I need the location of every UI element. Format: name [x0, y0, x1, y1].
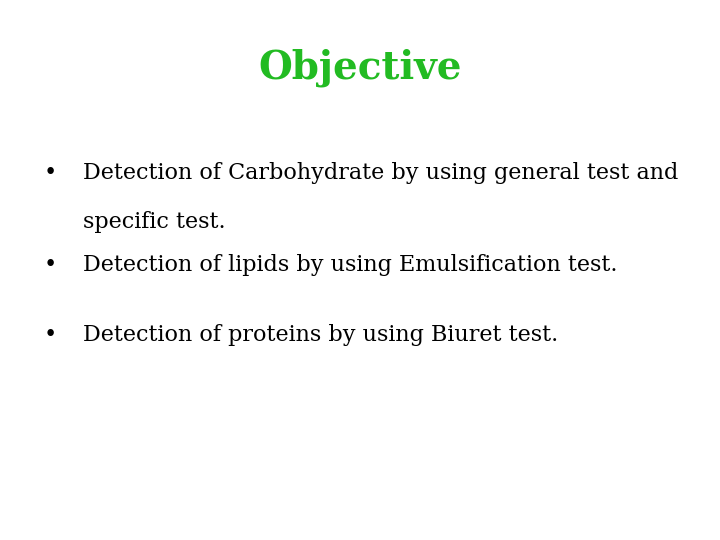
- Text: Detection of proteins by using Biuret test.: Detection of proteins by using Biuret te…: [83, 324, 558, 346]
- Text: Detection of Carbohydrate by using general test and: Detection of Carbohydrate by using gener…: [83, 162, 678, 184]
- Text: Detection of lipids by using Emulsification test.: Detection of lipids by using Emulsificat…: [83, 254, 617, 276]
- Text: •: •: [44, 324, 57, 346]
- Text: •: •: [44, 162, 57, 184]
- Text: •: •: [44, 254, 57, 276]
- Text: specific test.: specific test.: [83, 211, 225, 233]
- Text: Objective: Objective: [258, 49, 462, 87]
